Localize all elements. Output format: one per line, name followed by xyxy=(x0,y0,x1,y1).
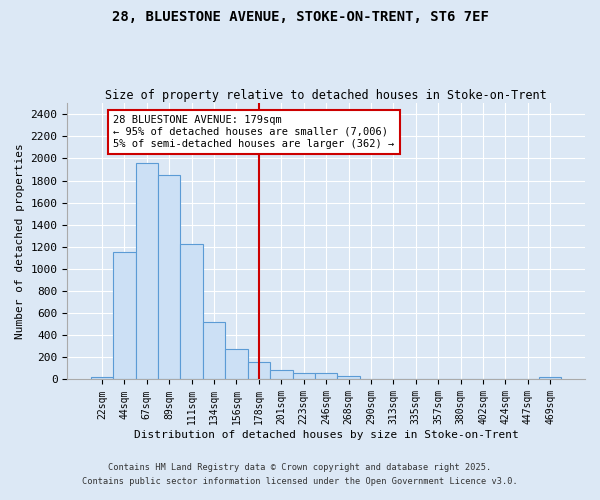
Text: 28, BLUESTONE AVENUE, STOKE-ON-TRENT, ST6 7EF: 28, BLUESTONE AVENUE, STOKE-ON-TRENT, ST… xyxy=(112,10,488,24)
Text: 28 BLUESTONE AVENUE: 179sqm
← 95% of detached houses are smaller (7,006)
5% of s: 28 BLUESTONE AVENUE: 179sqm ← 95% of det… xyxy=(113,116,394,148)
Bar xyxy=(337,376,360,380)
X-axis label: Distribution of detached houses by size in Stoke-on-Trent: Distribution of detached houses by size … xyxy=(134,430,518,440)
Text: Contains HM Land Registry data © Crown copyright and database right 2025.: Contains HM Land Registry data © Crown c… xyxy=(109,464,491,472)
Bar xyxy=(225,348,248,380)
Bar xyxy=(91,376,113,380)
Bar xyxy=(315,374,337,380)
Text: Contains public sector information licensed under the Open Government Licence v3: Contains public sector information licen… xyxy=(82,477,518,486)
Bar xyxy=(181,244,203,380)
Bar xyxy=(270,370,293,380)
Y-axis label: Number of detached properties: Number of detached properties xyxy=(15,144,25,339)
Bar xyxy=(136,163,158,380)
Bar xyxy=(539,378,562,380)
Bar xyxy=(203,322,225,380)
Title: Size of property relative to detached houses in Stoke-on-Trent: Size of property relative to detached ho… xyxy=(105,89,547,102)
Bar xyxy=(158,175,181,380)
Bar xyxy=(248,362,270,380)
Bar xyxy=(113,252,136,380)
Bar xyxy=(293,374,315,380)
